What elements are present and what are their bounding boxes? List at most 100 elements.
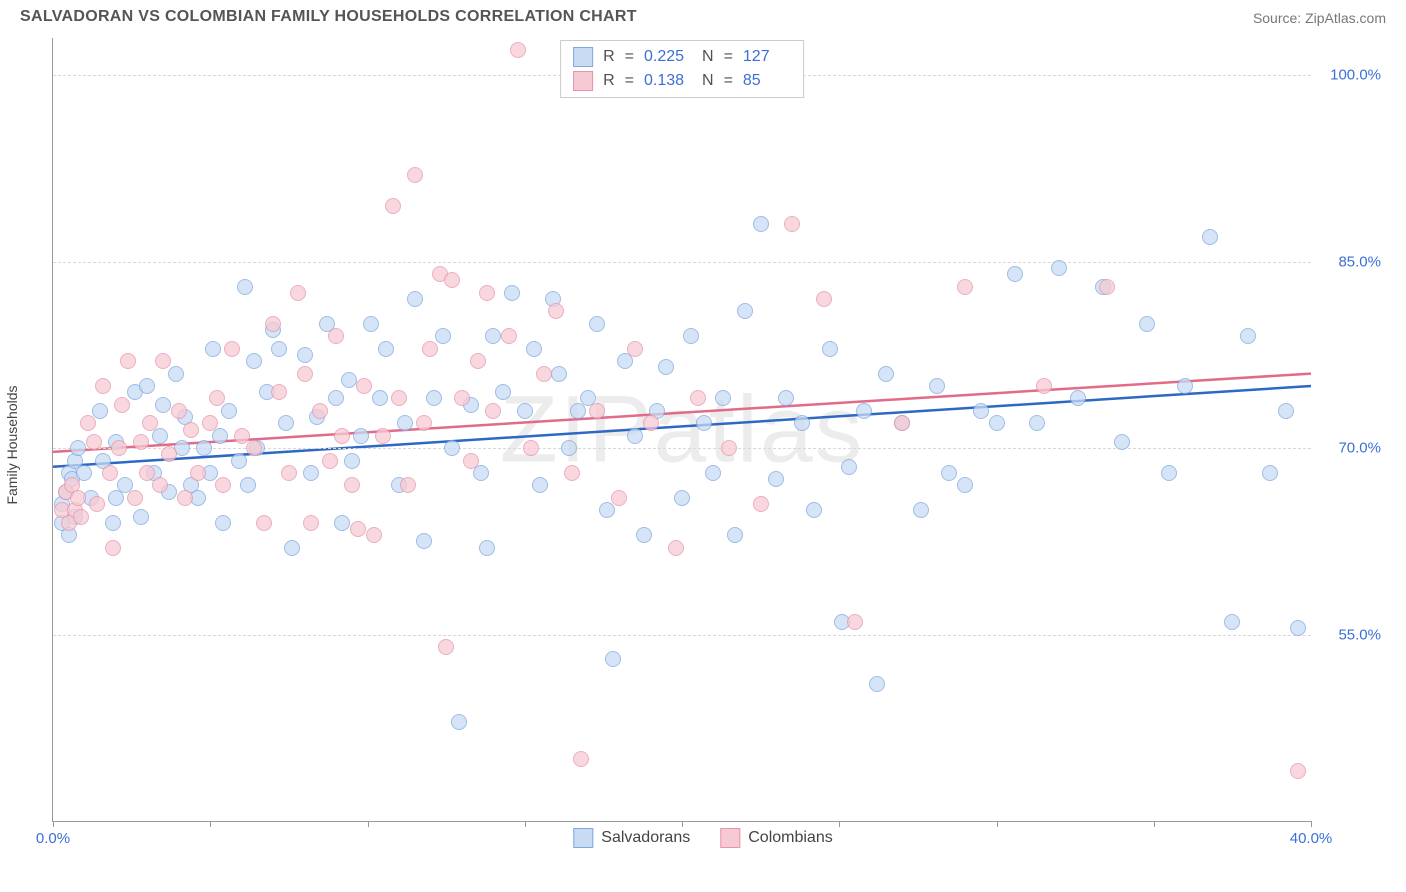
y-tick-label: 70.0% [1338,440,1381,457]
data-point-colombians [133,434,149,450]
data-point-colombians [265,316,281,332]
data-point-salvadorans [70,440,86,456]
data-point-colombians [271,384,287,400]
data-point-colombians [183,422,199,438]
data-point-salvadorans [407,291,423,307]
data-point-colombians [627,341,643,357]
data-point-salvadorans [806,502,822,518]
data-point-salvadorans [957,477,973,493]
data-point-colombians [171,403,187,419]
data-point-salvadorans [328,390,344,406]
chart-container: Family Households ZIPatlas R=0.225N=127R… [20,38,1386,852]
data-point-colombians [80,415,96,431]
data-point-colombians [816,291,832,307]
data-point-salvadorans [526,341,542,357]
data-point-salvadorans [363,316,379,332]
data-point-salvadorans [152,428,168,444]
data-point-colombians [611,490,627,506]
data-point-salvadorans [278,415,294,431]
data-point-salvadorans [1070,390,1086,406]
data-point-salvadorans [155,397,171,413]
data-point-colombians [177,490,193,506]
data-point-salvadorans [1224,614,1240,630]
data-point-salvadorans [334,515,350,531]
data-point-salvadorans [444,440,460,456]
x-tick-label: 0.0% [36,830,70,847]
data-point-salvadorans [869,676,885,692]
x-tick [368,821,369,827]
data-point-salvadorans [1029,415,1045,431]
data-point-colombians [400,477,416,493]
data-point-salvadorans [941,465,957,481]
data-point-salvadorans [715,390,731,406]
data-point-salvadorans [344,453,360,469]
data-point-colombians [290,285,306,301]
data-point-salvadorans [303,465,319,481]
n-value-salvadorans: 127 [743,48,791,66]
data-point-colombians [190,465,206,481]
gridline [53,262,1311,263]
data-point-colombians [847,614,863,630]
source-label: Source: ZipAtlas.com [1253,10,1386,26]
data-point-salvadorans [705,465,721,481]
chart-title: SALVADORAN VS COLOMBIAN FAMILY HOUSEHOLD… [20,8,637,26]
y-axis-label: Family Households [4,385,20,504]
data-point-colombians [444,272,460,288]
data-point-salvadorans [768,471,784,487]
data-point-colombians [407,167,423,183]
data-point-colombians [501,328,517,344]
x-tick [839,821,840,827]
data-point-colombians [256,515,272,531]
data-point-salvadorans [627,428,643,444]
data-point-salvadorans [532,477,548,493]
data-point-salvadorans [674,490,690,506]
data-point-salvadorans [683,328,699,344]
data-point-colombians [1290,763,1306,779]
data-point-colombians [70,490,86,506]
data-point-salvadorans [221,403,237,419]
data-point-salvadorans [139,378,155,394]
data-point-salvadorans [231,453,247,469]
n-label: N [702,48,714,66]
data-point-salvadorans [517,403,533,419]
data-point-salvadorans [605,651,621,667]
r-label: R [603,48,615,66]
data-point-colombians [161,446,177,462]
data-point-colombians [322,453,338,469]
data-point-salvadorans [168,366,184,382]
data-point-salvadorans [451,714,467,730]
data-point-colombians [690,390,706,406]
legend-stats-row-salvadorans: R=0.225N=127 [573,45,791,69]
data-point-colombians [344,477,360,493]
legend-swatch-salvadorans [573,828,593,848]
data-point-colombians [589,403,605,419]
n-value-colombians: 85 [743,72,791,90]
data-point-colombians [127,490,143,506]
y-tick-label: 55.0% [1338,626,1381,643]
y-tick-label: 85.0% [1338,253,1381,270]
data-point-colombians [957,279,973,295]
data-point-salvadorans [1161,465,1177,481]
legend-swatch-colombians [720,828,740,848]
series-legend: SalvadoransColombians [573,828,832,848]
x-tick [682,821,683,827]
data-point-colombians [114,397,130,413]
x-tick-label: 40.0% [1290,830,1333,847]
data-point-salvadorans [435,328,451,344]
data-point-salvadorans [246,353,262,369]
data-point-salvadorans [778,390,794,406]
data-point-salvadorans [212,428,228,444]
data-point-salvadorans [822,341,838,357]
data-point-salvadorans [1177,378,1193,394]
data-point-salvadorans [878,366,894,382]
data-point-salvadorans [1139,316,1155,332]
data-point-colombians [102,465,118,481]
data-point-colombians [564,465,580,481]
data-point-salvadorans [92,403,108,419]
data-point-salvadorans [397,415,413,431]
data-point-salvadorans [636,527,652,543]
x-tick [1311,821,1312,827]
data-point-colombians [111,440,127,456]
data-point-colombians [1036,378,1052,394]
legend-swatch-salvadorans [573,47,593,67]
